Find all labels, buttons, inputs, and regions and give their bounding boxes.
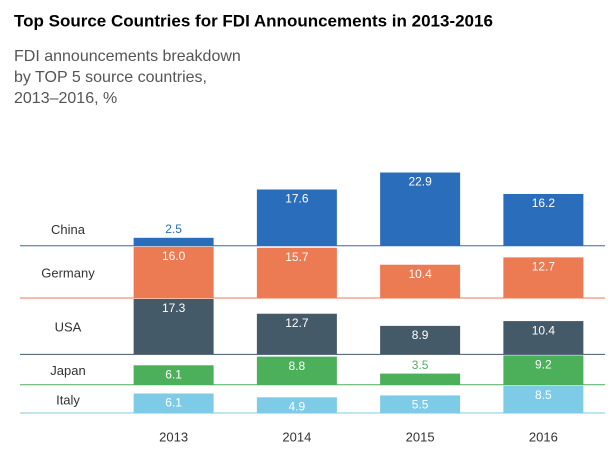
value-label: 8.9	[412, 328, 429, 342]
bar	[256, 313, 337, 355]
x-tick-label: 2014	[282, 429, 311, 444]
bar	[503, 257, 584, 298]
value-label: 10.4	[408, 267, 432, 281]
subtitle: FDI announcements breakdown	[14, 48, 241, 65]
value-label: 17.6	[285, 192, 309, 206]
row-label: China	[51, 222, 86, 237]
row-label: Germany	[41, 265, 95, 280]
bar	[503, 193, 584, 246]
bar	[256, 189, 337, 246]
bar	[256, 247, 337, 298]
value-label: 15.7	[285, 250, 309, 264]
bar	[256, 356, 337, 385]
value-label: 8.8	[289, 359, 306, 373]
bar	[503, 321, 584, 355]
bar	[503, 355, 584, 385]
bar	[380, 264, 461, 298]
value-label: 22.9	[408, 175, 432, 189]
x-tick-label: 2016	[529, 429, 558, 444]
value-label: 6.1	[165, 396, 182, 410]
subtitle: 2013–2016, %	[14, 90, 117, 107]
value-label: 12.7	[532, 260, 556, 274]
value-label: 3.5	[412, 358, 429, 372]
bar	[133, 299, 214, 355]
x-tick-label: 2013	[159, 429, 188, 444]
bar	[380, 373, 461, 385]
x-tick-label: 2015	[406, 429, 435, 444]
bar	[133, 246, 214, 298]
chart-title: Top Source Countries for FDI Announcemen…	[14, 11, 493, 30]
value-label: 9.2	[535, 358, 552, 372]
bar	[133, 237, 214, 246]
value-label: 16.0	[162, 249, 186, 263]
value-label: 5.5	[412, 398, 429, 412]
value-label: 12.7	[285, 316, 309, 330]
bar	[256, 397, 337, 413]
subtitle: by TOP 5 source countries,	[14, 69, 207, 86]
value-label: 17.3	[162, 301, 186, 315]
bar	[133, 393, 214, 413]
bar	[503, 385, 584, 413]
value-label: 2.5	[165, 222, 182, 236]
row-label: Italy	[56, 392, 80, 407]
bar	[380, 172, 461, 246]
bar	[380, 395, 461, 413]
value-label: 10.4	[532, 323, 556, 337]
row-label: Japan	[50, 363, 85, 378]
row-label: USA	[55, 320, 82, 335]
value-label: 4.9	[289, 399, 306, 413]
value-label: 8.5	[535, 388, 552, 402]
value-label: 6.1	[165, 367, 182, 381]
value-label: 16.2	[532, 196, 556, 210]
bar	[380, 325, 461, 355]
bar	[133, 365, 214, 385]
